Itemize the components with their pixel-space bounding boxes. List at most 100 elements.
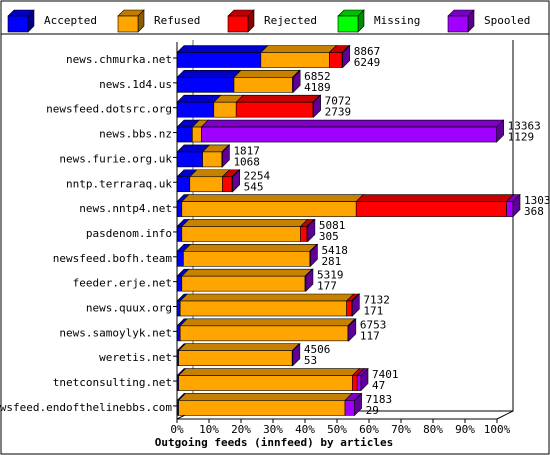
legend-item-rejected: Rejected (227, 9, 317, 33)
bar-front-face (233, 77, 293, 93)
bar-row (176, 293, 361, 317)
bar-side-face (342, 44, 351, 69)
bar-segment-refused (201, 144, 230, 168)
bar-segment-refused (177, 393, 353, 416)
bar-row (176, 318, 357, 342)
bar-top-face (260, 45, 338, 53)
bar-top-face (179, 318, 356, 327)
bar-segment-accepted (176, 45, 269, 68)
bar-front-face (352, 375, 358, 391)
bar-segment-accepted (176, 70, 242, 93)
legend-label: Refused (154, 14, 200, 27)
value-label-second: 2739 (325, 106, 352, 119)
x-tick-label: 0% (170, 423, 184, 436)
bar-front-face (176, 126, 193, 143)
category-label: news.chmurka.net (66, 53, 172, 66)
bar-front-face (176, 151, 203, 168)
bar-front-face (183, 251, 311, 267)
value-label-second: 53 (304, 354, 317, 367)
category-label: tnetconsulting.net (53, 376, 172, 389)
x-tick-label: 70% (391, 423, 411, 436)
category-label: newsfeed.bofh.team (53, 252, 173, 265)
bar-front-face (202, 151, 223, 168)
value-label-second: 545 (244, 180, 264, 193)
bar-row (176, 193, 521, 218)
bar-front-face (176, 226, 183, 242)
value-label-total: 5319 (317, 269, 344, 282)
bar-top-face (181, 219, 309, 227)
value-label-total: 4506 (304, 343, 331, 356)
bar-row (176, 94, 322, 118)
x-tick-label: 90% (455, 423, 475, 436)
x-tick-label: 100% (484, 423, 511, 436)
legend-swatch (447, 15, 469, 33)
bar-side-face (313, 94, 321, 118)
x-tick-label: 80% (423, 423, 443, 436)
bar-segment-refused (213, 94, 244, 118)
legend-label: Missing (374, 14, 420, 27)
category-label: news.samoylyk.net (59, 326, 172, 339)
bar-top-face (176, 70, 242, 78)
value-label-second: 177 (317, 280, 337, 293)
value-label-total: 5081 (319, 219, 346, 232)
bar-front-face (213, 101, 237, 118)
legend-item-refused: Refused (117, 9, 200, 33)
bar-side-face (360, 367, 369, 392)
category-label: news.quux.org (86, 302, 172, 315)
bar-segment-spooled (200, 119, 505, 143)
bar-segment-refused (233, 70, 301, 93)
bar-top-face (177, 368, 361, 376)
bar-front-face (176, 251, 184, 267)
bar-front-face (235, 101, 314, 118)
bar-top-face (182, 244, 318, 252)
bar-row (176, 69, 301, 94)
category-label: nntp.terraraq.uk (66, 177, 172, 190)
value-label-total: 2254 (244, 169, 271, 182)
category-label: pasdenom.info (86, 227, 172, 240)
bar-front-face (189, 176, 223, 193)
bar-segment-refused (179, 318, 356, 342)
value-label-total: 6753 (360, 318, 387, 331)
category-label: news.nntp4.net (79, 202, 172, 215)
bar-front-face (260, 52, 330, 68)
bar-top-face (176, 94, 222, 103)
bar-front-face (176, 201, 183, 217)
value-label-second: 368 (524, 205, 544, 218)
bar-row (176, 218, 316, 243)
bar-side-face (232, 169, 240, 193)
bar-top-face (181, 268, 313, 277)
bar-top-face (355, 194, 515, 202)
value-label-second: 1068 (233, 155, 260, 168)
bar-front-face (181, 275, 306, 292)
bar-side-face (305, 268, 314, 292)
bar-top-face (181, 194, 364, 202)
value-label-second: 171 (363, 305, 383, 318)
bar-top-face (177, 343, 300, 352)
bar-side-face (348, 318, 357, 342)
bar-segment-spooled (344, 393, 363, 416)
bar-segment-refused (181, 194, 364, 217)
bar-top-face (179, 293, 355, 302)
bar-side-face (222, 144, 230, 168)
bar-front-face (346, 300, 352, 317)
bar-segment-rejected (235, 94, 321, 118)
legend: Accepted Refused Rejected Missing Spooled (7, 9, 530, 33)
bar-segment-refused (181, 268, 313, 292)
value-label-total: 1817 (233, 144, 260, 157)
bar-segment-refused (179, 293, 355, 317)
floor-edge (496, 410, 514, 420)
bar-row (176, 268, 314, 292)
bar-front-face (222, 176, 233, 193)
x-tick-label: 30% (263, 423, 283, 436)
value-label-second: 6249 (354, 56, 381, 69)
x-axis-title: Outgoing feeds (innfeed) by articles (155, 436, 393, 449)
bar-row (176, 392, 363, 417)
bar-front-face (201, 126, 497, 143)
legend-label: Rejected (264, 14, 317, 27)
legend-item-accepted: Accepted (7, 9, 97, 33)
bar-top-face (200, 119, 505, 128)
data-labels: news.chmurka.net88676249news.1d4.us68524… (0, 45, 550, 417)
category-label: newsfeed.endofthelinebbs.com (0, 401, 172, 414)
bar-front-face (179, 300, 347, 317)
value-label-second: 305 (319, 230, 339, 243)
